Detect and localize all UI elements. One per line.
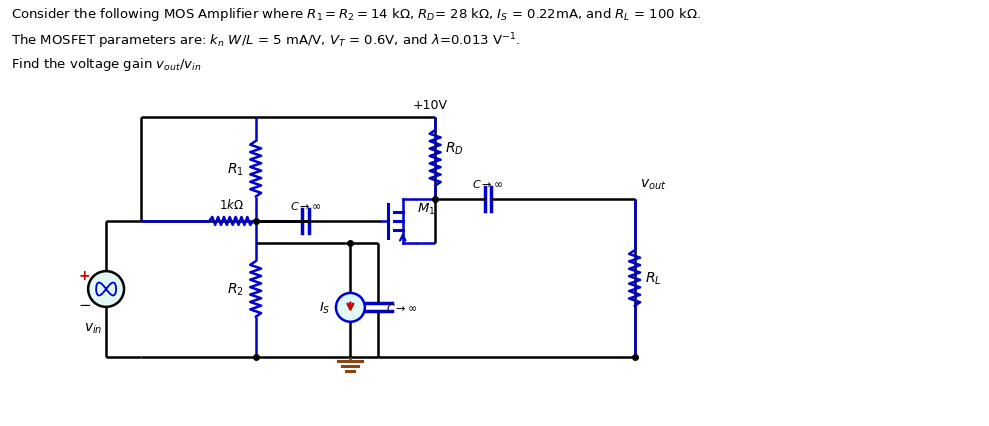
Circle shape xyxy=(88,271,124,307)
Text: $1k\Omega$: $1k\Omega$ xyxy=(219,198,243,212)
Text: +10V: +10V xyxy=(412,98,448,112)
Text: $R_2$: $R_2$ xyxy=(226,281,243,297)
Text: $R_L$: $R_L$ xyxy=(645,270,661,287)
Text: $C \to \infty$: $C \to \infty$ xyxy=(387,302,417,314)
Text: The MOSFET parameters are: $k_n$ $W/L$ = 5 mA/V, $V_T$ = 0.6V, and $\lambda$=0.0: The MOSFET parameters are: $k_n$ $W/L$ =… xyxy=(11,31,521,51)
Text: +: + xyxy=(78,268,90,282)
Text: $I_S$: $I_S$ xyxy=(319,300,330,315)
Text: $C \to \infty$: $C \to \infty$ xyxy=(473,178,503,190)
Text: Consider the following MOS Amplifier where $R_1 = R_2 = 14$ k$\Omega$, $R_D$= 28: Consider the following MOS Amplifier whe… xyxy=(11,6,701,23)
Text: $v_{in}$: $v_{in}$ xyxy=(84,321,102,335)
Circle shape xyxy=(336,293,365,322)
Text: $R_D$: $R_D$ xyxy=(445,141,464,157)
Text: $M_1$: $M_1$ xyxy=(416,201,435,216)
Text: $C \to \infty$: $C \to \infty$ xyxy=(290,199,321,212)
Text: $-$: $-$ xyxy=(77,296,91,311)
Text: $v_{out}$: $v_{out}$ xyxy=(640,177,666,192)
Text: $R_1$: $R_1$ xyxy=(226,161,243,178)
Text: Find the voltage gain $v_{out}$/$v_{in}$: Find the voltage gain $v_{out}$/$v_{in}$ xyxy=(11,56,202,73)
